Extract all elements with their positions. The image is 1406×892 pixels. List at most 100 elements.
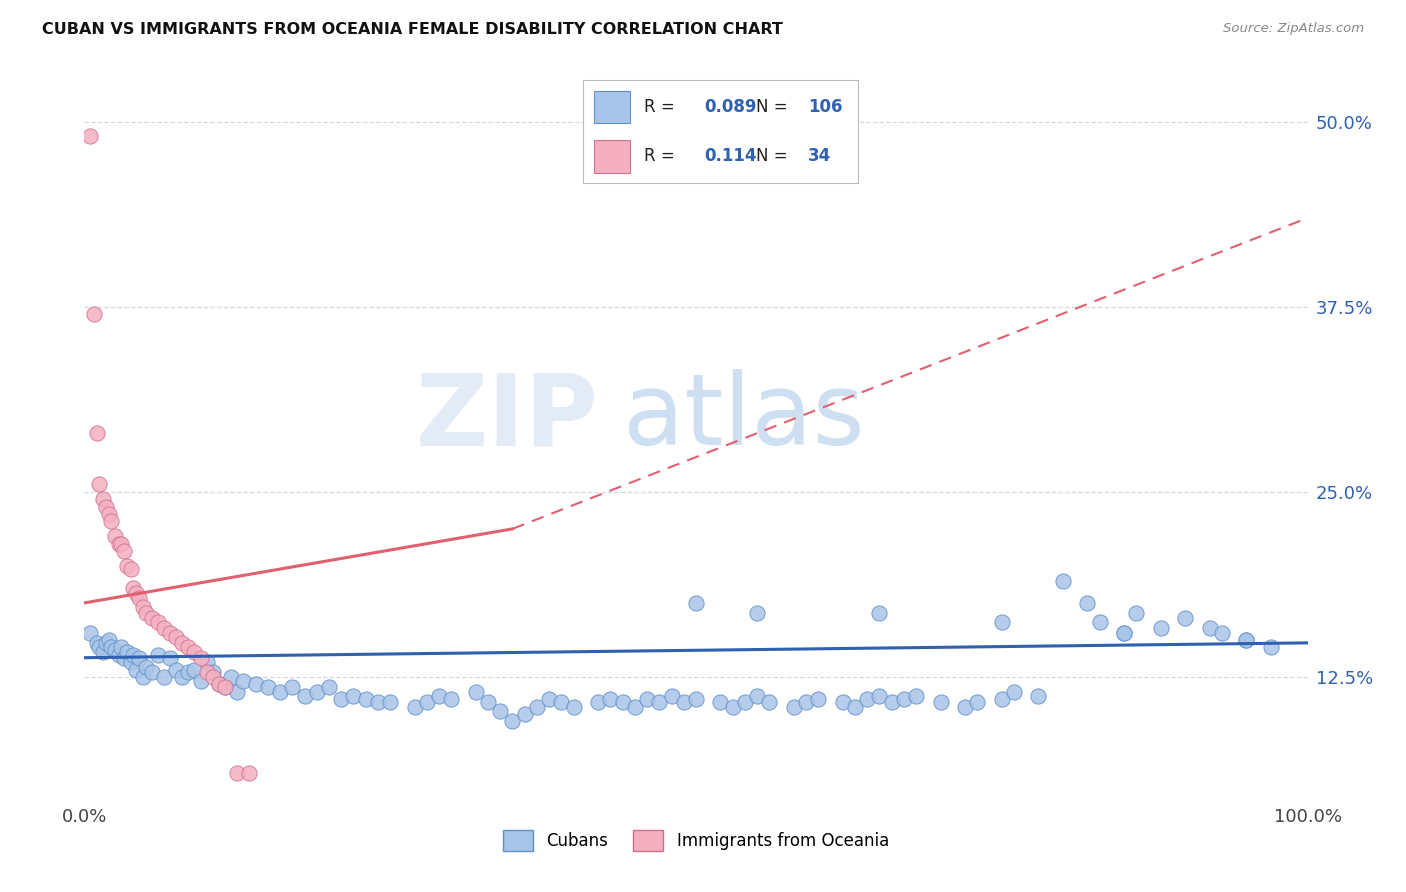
Point (201, 670, 224, 684)
Point (214, 681, 236, 695)
Point (636, 692, 658, 706)
Point (79, 625, 101, 640)
Point (648, 695, 671, 709)
Point (120, 655, 142, 669)
Point (380, 695, 402, 709)
Point (190, 674, 212, 689)
Point (128, 650, 150, 665)
Text: CUBAN VS IMMIGRANTS FROM OCEANIA FEMALE DISABILITY CORRELATION CHART: CUBAN VS IMMIGRANTS FROM OCEANIA FEMALE … (42, 22, 783, 37)
Point (526, 699, 548, 714)
Point (1028, 689, 1050, 703)
Point (195, 655, 218, 669)
Point (893, 692, 915, 706)
Point (1125, 607, 1147, 621)
Point (1114, 625, 1136, 640)
Point (177, 640, 200, 655)
Point (807, 692, 830, 706)
Point (112, 544, 135, 558)
Point (104, 643, 127, 657)
Point (107, 536, 129, 550)
Point (1174, 610, 1197, 624)
Point (281, 681, 304, 695)
Point (477, 695, 499, 709)
Point (219, 670, 242, 684)
Point (190, 650, 212, 665)
Point (214, 681, 236, 695)
Text: N =: N = (756, 147, 799, 165)
Point (1114, 625, 1136, 640)
Text: R =: R = (644, 147, 685, 165)
Point (1211, 625, 1233, 640)
Text: atlas: atlas (623, 369, 865, 467)
Point (146, 648, 169, 662)
Point (107, 648, 129, 662)
Point (79, 129, 101, 144)
Point (195, 665, 218, 680)
Point (104, 529, 127, 543)
Text: R =: R = (644, 98, 681, 116)
Point (464, 685, 486, 699)
Point (856, 692, 879, 706)
Point (502, 714, 524, 729)
Point (1088, 615, 1111, 629)
Point (232, 674, 254, 689)
Point (1236, 632, 1258, 647)
Text: 34: 34 (808, 147, 831, 165)
Point (1150, 621, 1173, 635)
Point (226, 766, 249, 780)
Point (844, 699, 866, 714)
Point (96, 500, 118, 514)
Text: 0.114: 0.114 (704, 147, 756, 165)
Point (87, 477, 110, 491)
Point (91, 645, 114, 659)
Point (86, 636, 108, 650)
Point (86, 425, 108, 440)
Legend: Cubans, Immigrants from Oceania: Cubans, Immigrants from Oceania (496, 823, 896, 857)
Point (132, 600, 155, 615)
Point (880, 695, 903, 709)
Text: N =: N = (756, 98, 793, 116)
Point (1236, 632, 1258, 647)
Point (97, 632, 120, 647)
Point (1198, 621, 1220, 635)
Point (201, 665, 224, 680)
Point (120, 562, 142, 576)
Point (586, 695, 609, 709)
Point (100, 640, 122, 655)
Point (165, 663, 187, 677)
Point (91, 492, 114, 507)
Point (991, 615, 1014, 629)
Text: Source: ZipAtlas.com: Source: ZipAtlas.com (1223, 22, 1364, 36)
Point (672, 695, 695, 709)
Point (165, 630, 187, 644)
Point (734, 695, 756, 709)
Point (562, 699, 585, 714)
Point (783, 699, 806, 714)
Point (624, 699, 647, 714)
Point (354, 692, 377, 706)
Point (294, 689, 316, 703)
Point (709, 695, 731, 709)
Point (110, 536, 132, 550)
Point (141, 665, 163, 680)
Point (831, 695, 853, 709)
Point (929, 695, 952, 709)
Point (110, 640, 132, 655)
Point (342, 689, 364, 703)
Point (135, 607, 157, 621)
Point (599, 692, 621, 706)
Point (100, 515, 122, 529)
Point (226, 685, 249, 699)
Point (966, 695, 988, 709)
Point (208, 677, 231, 691)
Point (404, 699, 426, 714)
Point (427, 689, 450, 703)
Point (159, 625, 181, 640)
Point (269, 685, 291, 699)
Point (869, 607, 891, 621)
Point (721, 699, 744, 714)
Point (141, 610, 163, 624)
Point (97, 507, 120, 521)
Point (758, 695, 780, 709)
Point (177, 665, 200, 680)
